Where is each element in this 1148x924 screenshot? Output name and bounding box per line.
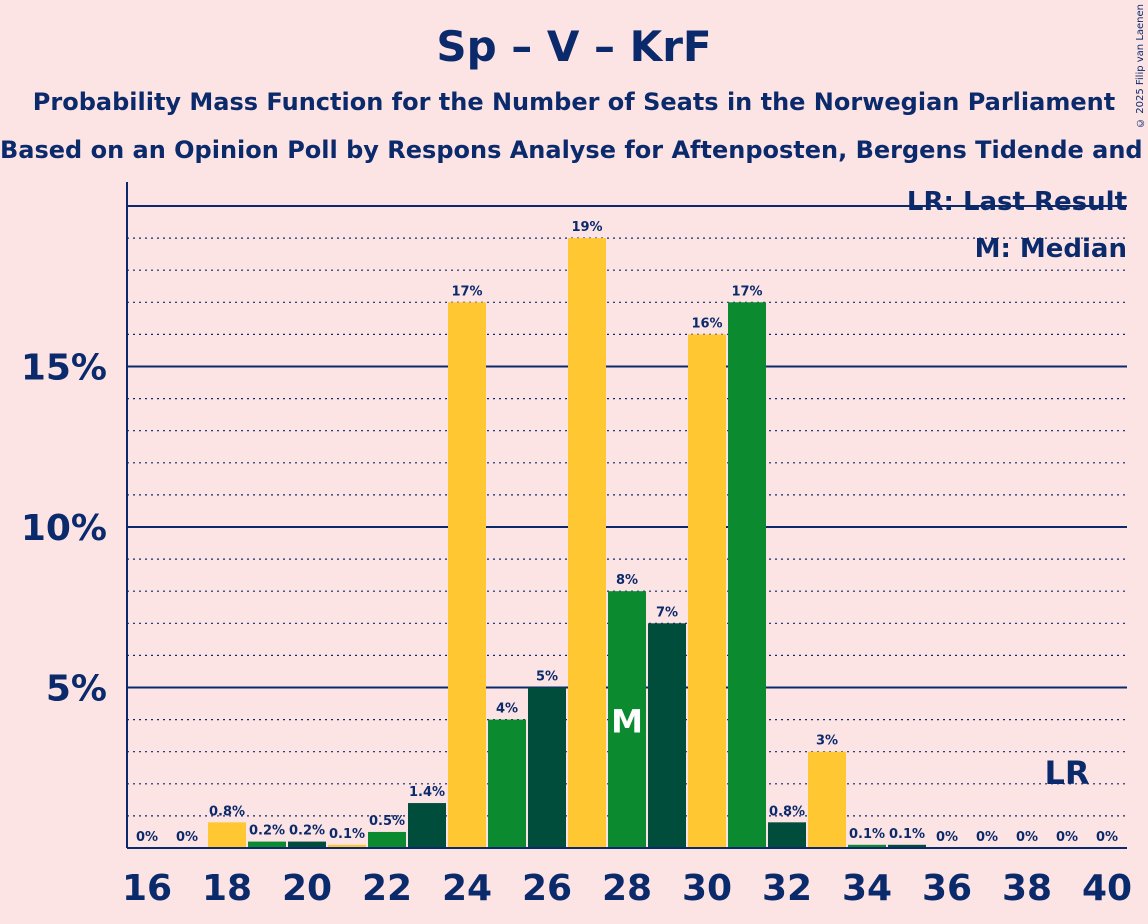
bar-seats-22 [368,831,406,848]
data-label-seats-40: 0% [1096,830,1118,845]
bar-seats-24 [448,302,486,848]
x-tick-label: 38 [1002,868,1052,909]
data-label-seats-36: 0% [936,830,958,845]
bar-seats-25 [488,719,526,848]
data-label-seats-17: 0% [176,830,198,845]
bar-seats-32 [768,822,806,848]
data-label-seats-24: 17% [451,284,482,299]
median-marker: M [611,702,643,740]
data-labels: 0% 0% 0.8% 0.2% 0.2% 0.1% 0.5% 1.4% 17% 4% 5% 19% 8%… [136,220,1118,845]
data-label-seats-29: 7% [656,605,678,620]
y-tick-label: 15% [21,348,107,389]
chart-subtitle: Probability Mass Function for the Number… [32,88,1116,116]
bars [208,238,926,849]
axes: 5% 10% 15% 16 18 20 22 24 26 28 30 32 34 36 38 40 [21,182,1132,909]
bar-seats-35 [888,844,926,848]
bar-seats-30 [688,334,726,848]
x-tick-label: 22 [362,868,412,909]
bar-seats-19 [248,841,286,848]
data-label-seats-39: 0% [1056,830,1078,845]
legend-last-result: LR: Last Result [907,187,1127,217]
x-tick-label: 32 [762,868,812,909]
bar-seats-26 [528,687,566,848]
x-tick-label: 36 [922,868,972,909]
x-tick-label: 28 [602,868,652,909]
data-label-seats-38: 0% [1016,830,1038,845]
x-tick-label: 24 [442,868,492,909]
data-label-seats-22: 0.5% [369,814,405,829]
data-label-seats-35: 0.1% [889,827,925,842]
data-label-seats-21: 0.1% [329,827,365,842]
bar-seats-23 [408,803,446,848]
bar-seats-21 [328,844,366,848]
y-tick-label: 5% [46,669,107,710]
chart-title: Sp – V – KrF [436,22,712,71]
data-label-seats-23: 1.4% [409,785,445,800]
data-label-seats-28: 8% [616,573,638,588]
bar-seats-34 [848,844,886,848]
data-label-seats-30: 16% [691,316,722,331]
data-label-seats-31: 17% [731,284,762,299]
x-tick-label: 40 [1082,868,1132,909]
data-label-seats-32: 0.8% [769,804,805,819]
bar-seats-31 [728,302,766,848]
bar-seats-27 [568,238,606,849]
legend-median: M: Median [975,234,1127,264]
x-tick-label: 26 [522,868,572,909]
data-label-seats-25: 4% [496,702,518,717]
data-label-seats-26: 5% [536,670,558,685]
bar-seats-29 [648,623,686,848]
bar-seats-33 [808,751,846,848]
bar-seats-18 [208,822,246,848]
data-label-seats-16: 0% [136,830,158,845]
data-label-seats-37: 0% [976,830,998,845]
x-tick-label: 30 [682,868,732,909]
data-label-seats-27: 19% [571,220,602,235]
data-label-seats-33: 3% [816,734,838,749]
x-tick-label: 18 [202,868,252,909]
data-label-seats-34: 0.1% [849,827,885,842]
bar-seats-28 [608,591,646,848]
y-tick-label: 10% [21,508,107,549]
last-result-marker: LR [1044,754,1089,792]
data-label-seats-20: 0.2% [289,824,325,839]
chart-source-line: Based on an Opinion Poll by Respons Anal… [0,136,1148,164]
x-tick-label: 34 [842,868,892,909]
data-label-seats-18: 0.8% [209,804,245,819]
data-label-seats-19: 0.2% [249,824,285,839]
x-tick-label: 16 [122,868,172,909]
x-tick-label: 20 [282,868,332,909]
bar-seats-20 [288,841,326,848]
